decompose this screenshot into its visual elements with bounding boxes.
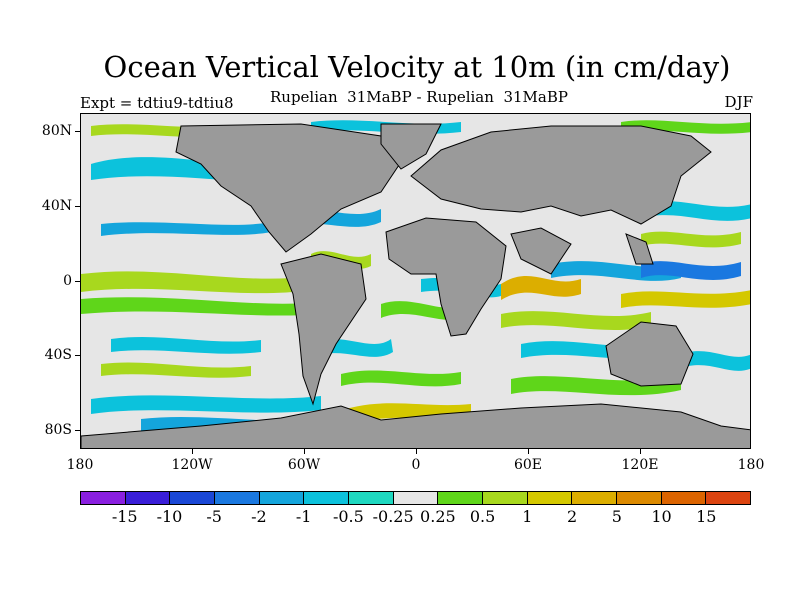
field-patch (101, 222, 271, 236)
lon-tick (192, 449, 193, 454)
colorbar-label: -10 (156, 507, 183, 526)
landmass-antarctica (81, 403, 750, 448)
colorbar-swatch (527, 492, 573, 504)
field-patch (501, 311, 651, 330)
lat-label: 40N (41, 198, 72, 214)
lat-tick (75, 281, 80, 282)
field-patch (341, 370, 461, 387)
colorbar-label: 2 (566, 507, 578, 526)
land-masses (81, 123, 750, 448)
lat-tick (75, 131, 80, 132)
colorbar-swatch (572, 492, 618, 504)
colorbar-swatch (438, 492, 484, 504)
field-patch (331, 403, 471, 430)
colorbar-swatch (81, 492, 126, 504)
landmass-south-america (280, 253, 367, 406)
colorbar-label: 0.5 (469, 507, 496, 526)
colorbar-label: 15 (696, 507, 717, 526)
map-panel (80, 113, 751, 449)
lon-tick (640, 449, 641, 454)
colorbar-label: 0.25 (420, 507, 456, 526)
landmass-greenland (380, 123, 442, 170)
lon-tick (528, 449, 529, 454)
colorbar-swatch (393, 492, 439, 504)
lon-label: 60E (513, 457, 543, 473)
lat-label: 0 (63, 273, 72, 289)
colorbar-label: 5 (611, 507, 622, 526)
colorbar-swatch (304, 492, 350, 504)
lon-label: 0 (411, 457, 421, 473)
lat-tick (75, 430, 80, 431)
landmass-europe-asia (410, 125, 712, 225)
field-patch (81, 271, 311, 294)
colorbar-label: 1 (522, 507, 533, 526)
lat-tick (75, 355, 80, 356)
field-patch (501, 275, 581, 300)
lat-label: 40S (44, 347, 72, 363)
lon-label: 60W (287, 457, 321, 473)
field-patch (111, 336, 261, 354)
colorbar-swatch (125, 492, 171, 504)
field-patch (641, 231, 741, 248)
lon-label: 180 (66, 457, 94, 473)
colorbar-swatch (483, 492, 528, 504)
colorbar-label: -15 (111, 507, 138, 526)
lon-label: 120W (171, 457, 213, 473)
season-label: DJF (724, 93, 753, 111)
landmass-africa (385, 217, 507, 337)
lat-label: 80N (41, 123, 72, 139)
lon-tick (416, 449, 417, 454)
landmass-australia (605, 321, 694, 387)
colorbar (80, 491, 751, 505)
lat-label: 80S (44, 422, 72, 438)
lat-tick (75, 206, 80, 207)
colorbar-swatch (170, 492, 216, 504)
experiment-label: Expt = tdtiu9-tdtiu8 (80, 94, 234, 112)
lon-tick (304, 449, 305, 454)
colorbar-swatch (215, 492, 260, 504)
colorbar-label: -0.5 (332, 507, 364, 526)
colorbar-label: -5 (206, 507, 222, 526)
field-patch (91, 395, 321, 414)
colorbar-swatch (259, 492, 305, 504)
field-patch (101, 362, 251, 378)
field-patch (641, 261, 741, 280)
colorbar-swatch (349, 492, 394, 504)
lon-label: 120E (621, 457, 659, 473)
colorbar-label: -1 (295, 507, 312, 526)
landmass-southeast-asia (625, 233, 654, 265)
colorbar-swatch (706, 492, 751, 504)
map-svg (81, 114, 750, 448)
colorbar-swatch (617, 492, 662, 504)
field-patch (681, 351, 750, 371)
colorbar-label: -2 (251, 507, 267, 526)
chart-title: Ocean Vertical Velocity at 10m (in cm/da… (103, 50, 731, 84)
field-patch (621, 290, 750, 308)
colorbar-swatch (661, 492, 707, 504)
chart-subtitle: Rupelian 31MaBP - Rupelian 31MaBP (270, 88, 568, 106)
colorbar-label: 10 (651, 507, 672, 526)
field-patch (81, 297, 321, 316)
landmass-arabia-india (510, 227, 572, 275)
field-patch (381, 301, 461, 320)
lon-label: 180 (737, 457, 765, 473)
colorbar-label: -0.25 (372, 507, 414, 526)
